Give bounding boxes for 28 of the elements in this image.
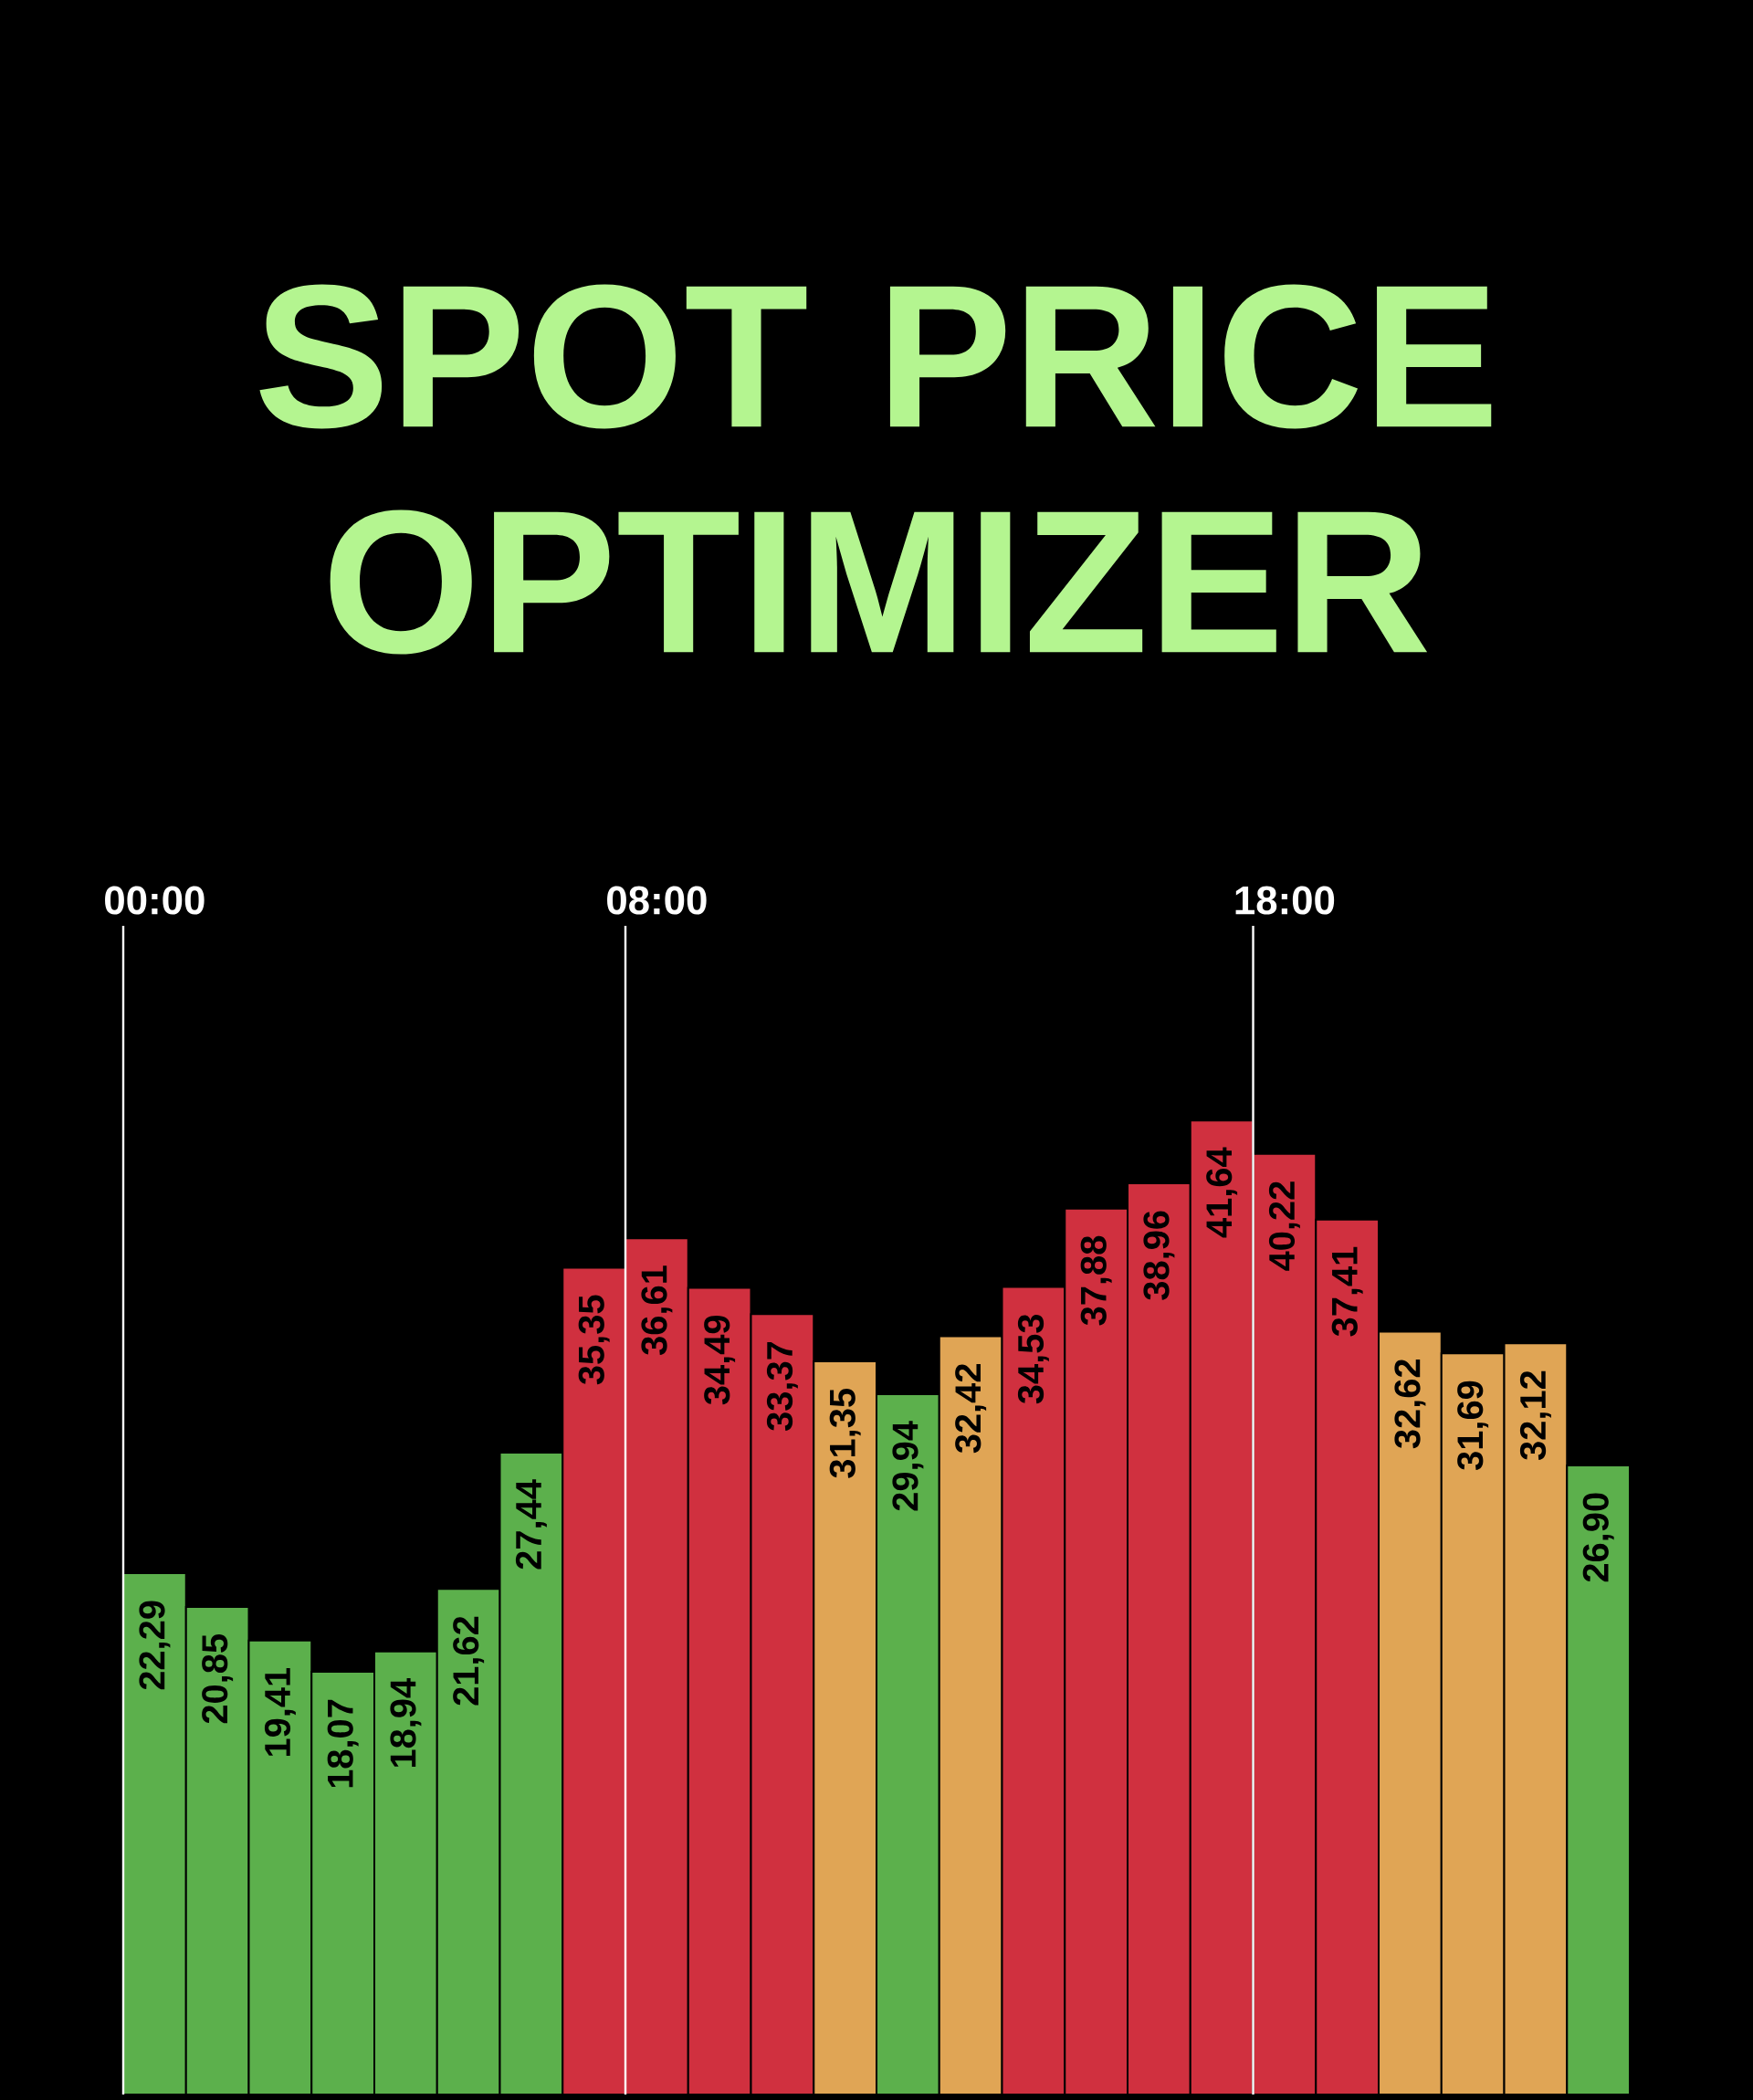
data-label: 36,61	[641, 1265, 673, 1355]
data-label: 34,53	[1017, 1314, 1049, 1404]
data-label: 37,88	[1080, 1235, 1112, 1326]
data-label: 32,62	[1394, 1359, 1426, 1449]
x-tick-label: 18:00	[1235, 886, 1335, 915]
data-label: 33,37	[766, 1341, 798, 1431]
data-label: 38,96	[1143, 1211, 1175, 1300]
data-label: 32,42	[955, 1364, 987, 1454]
data-label: 22,29	[139, 1601, 171, 1690]
data-label: 26,90	[1582, 1493, 1614, 1582]
data-label: 41,64	[1206, 1147, 1238, 1238]
data-label: 34,49	[704, 1315, 736, 1405]
data-label: 21,62	[453, 1616, 485, 1706]
data-label: 31,69	[1457, 1381, 1489, 1471]
data-label: 31,35	[829, 1389, 861, 1478]
data-label: 20,85	[202, 1634, 234, 1724]
data-label: 19,41	[264, 1667, 296, 1756]
x-tick-label: 00:00	[105, 886, 205, 915]
data-label: 27,44	[515, 1479, 547, 1570]
data-label: 18,07	[327, 1699, 359, 1788]
data-label: 18,94	[390, 1678, 422, 1768]
data-label: 35,35	[578, 1295, 610, 1385]
data-label: 32,12	[1519, 1370, 1551, 1461]
data-label: 37,41	[1331, 1246, 1363, 1337]
x-tick-label: 08:00	[607, 886, 707, 915]
data-label: 29,94	[892, 1421, 924, 1511]
chart-title: SPOT PRICE OPTIMIZER	[259, 284, 1492, 655]
data-label: 40,22	[1268, 1181, 1300, 1271]
